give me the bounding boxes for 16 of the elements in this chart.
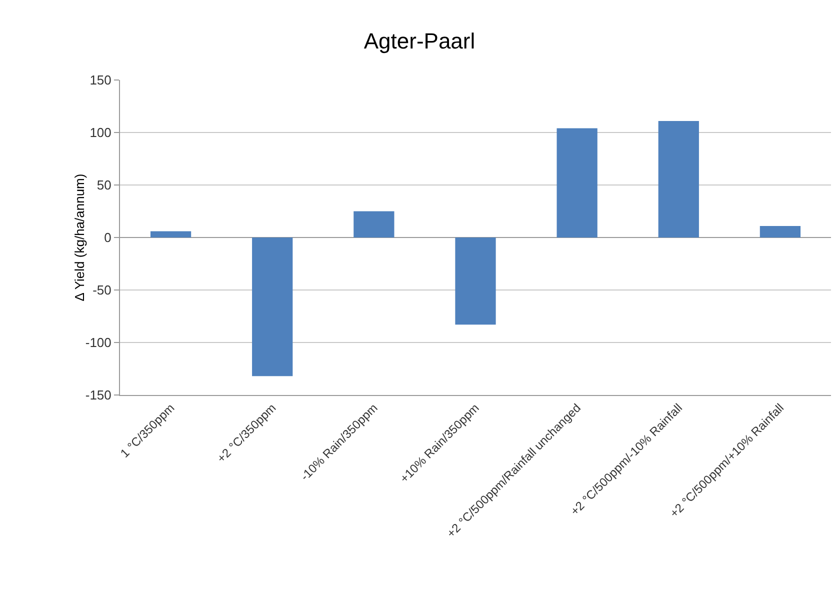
y-tick-label: -150: [85, 388, 112, 403]
y-tick-label: 100: [90, 125, 112, 140]
chart-title: Agter-Paarl: [364, 28, 476, 54]
y-tick-label: -50: [92, 282, 112, 298]
y-tick-label: -100: [85, 335, 112, 350]
bar: [252, 238, 293, 376]
bar: [658, 120, 699, 238]
bar: [354, 211, 394, 238]
bar: [455, 238, 496, 325]
y-tick-label: 0: [104, 230, 112, 246]
bar: [556, 128, 598, 238]
bar: [760, 226, 801, 238]
y-tick-label: 50: [96, 178, 112, 193]
y-tick-label: 150: [90, 72, 112, 88]
y-axis-title: Δ Yield (kg/ha/annum): [72, 174, 87, 302]
bar: [150, 231, 192, 238]
